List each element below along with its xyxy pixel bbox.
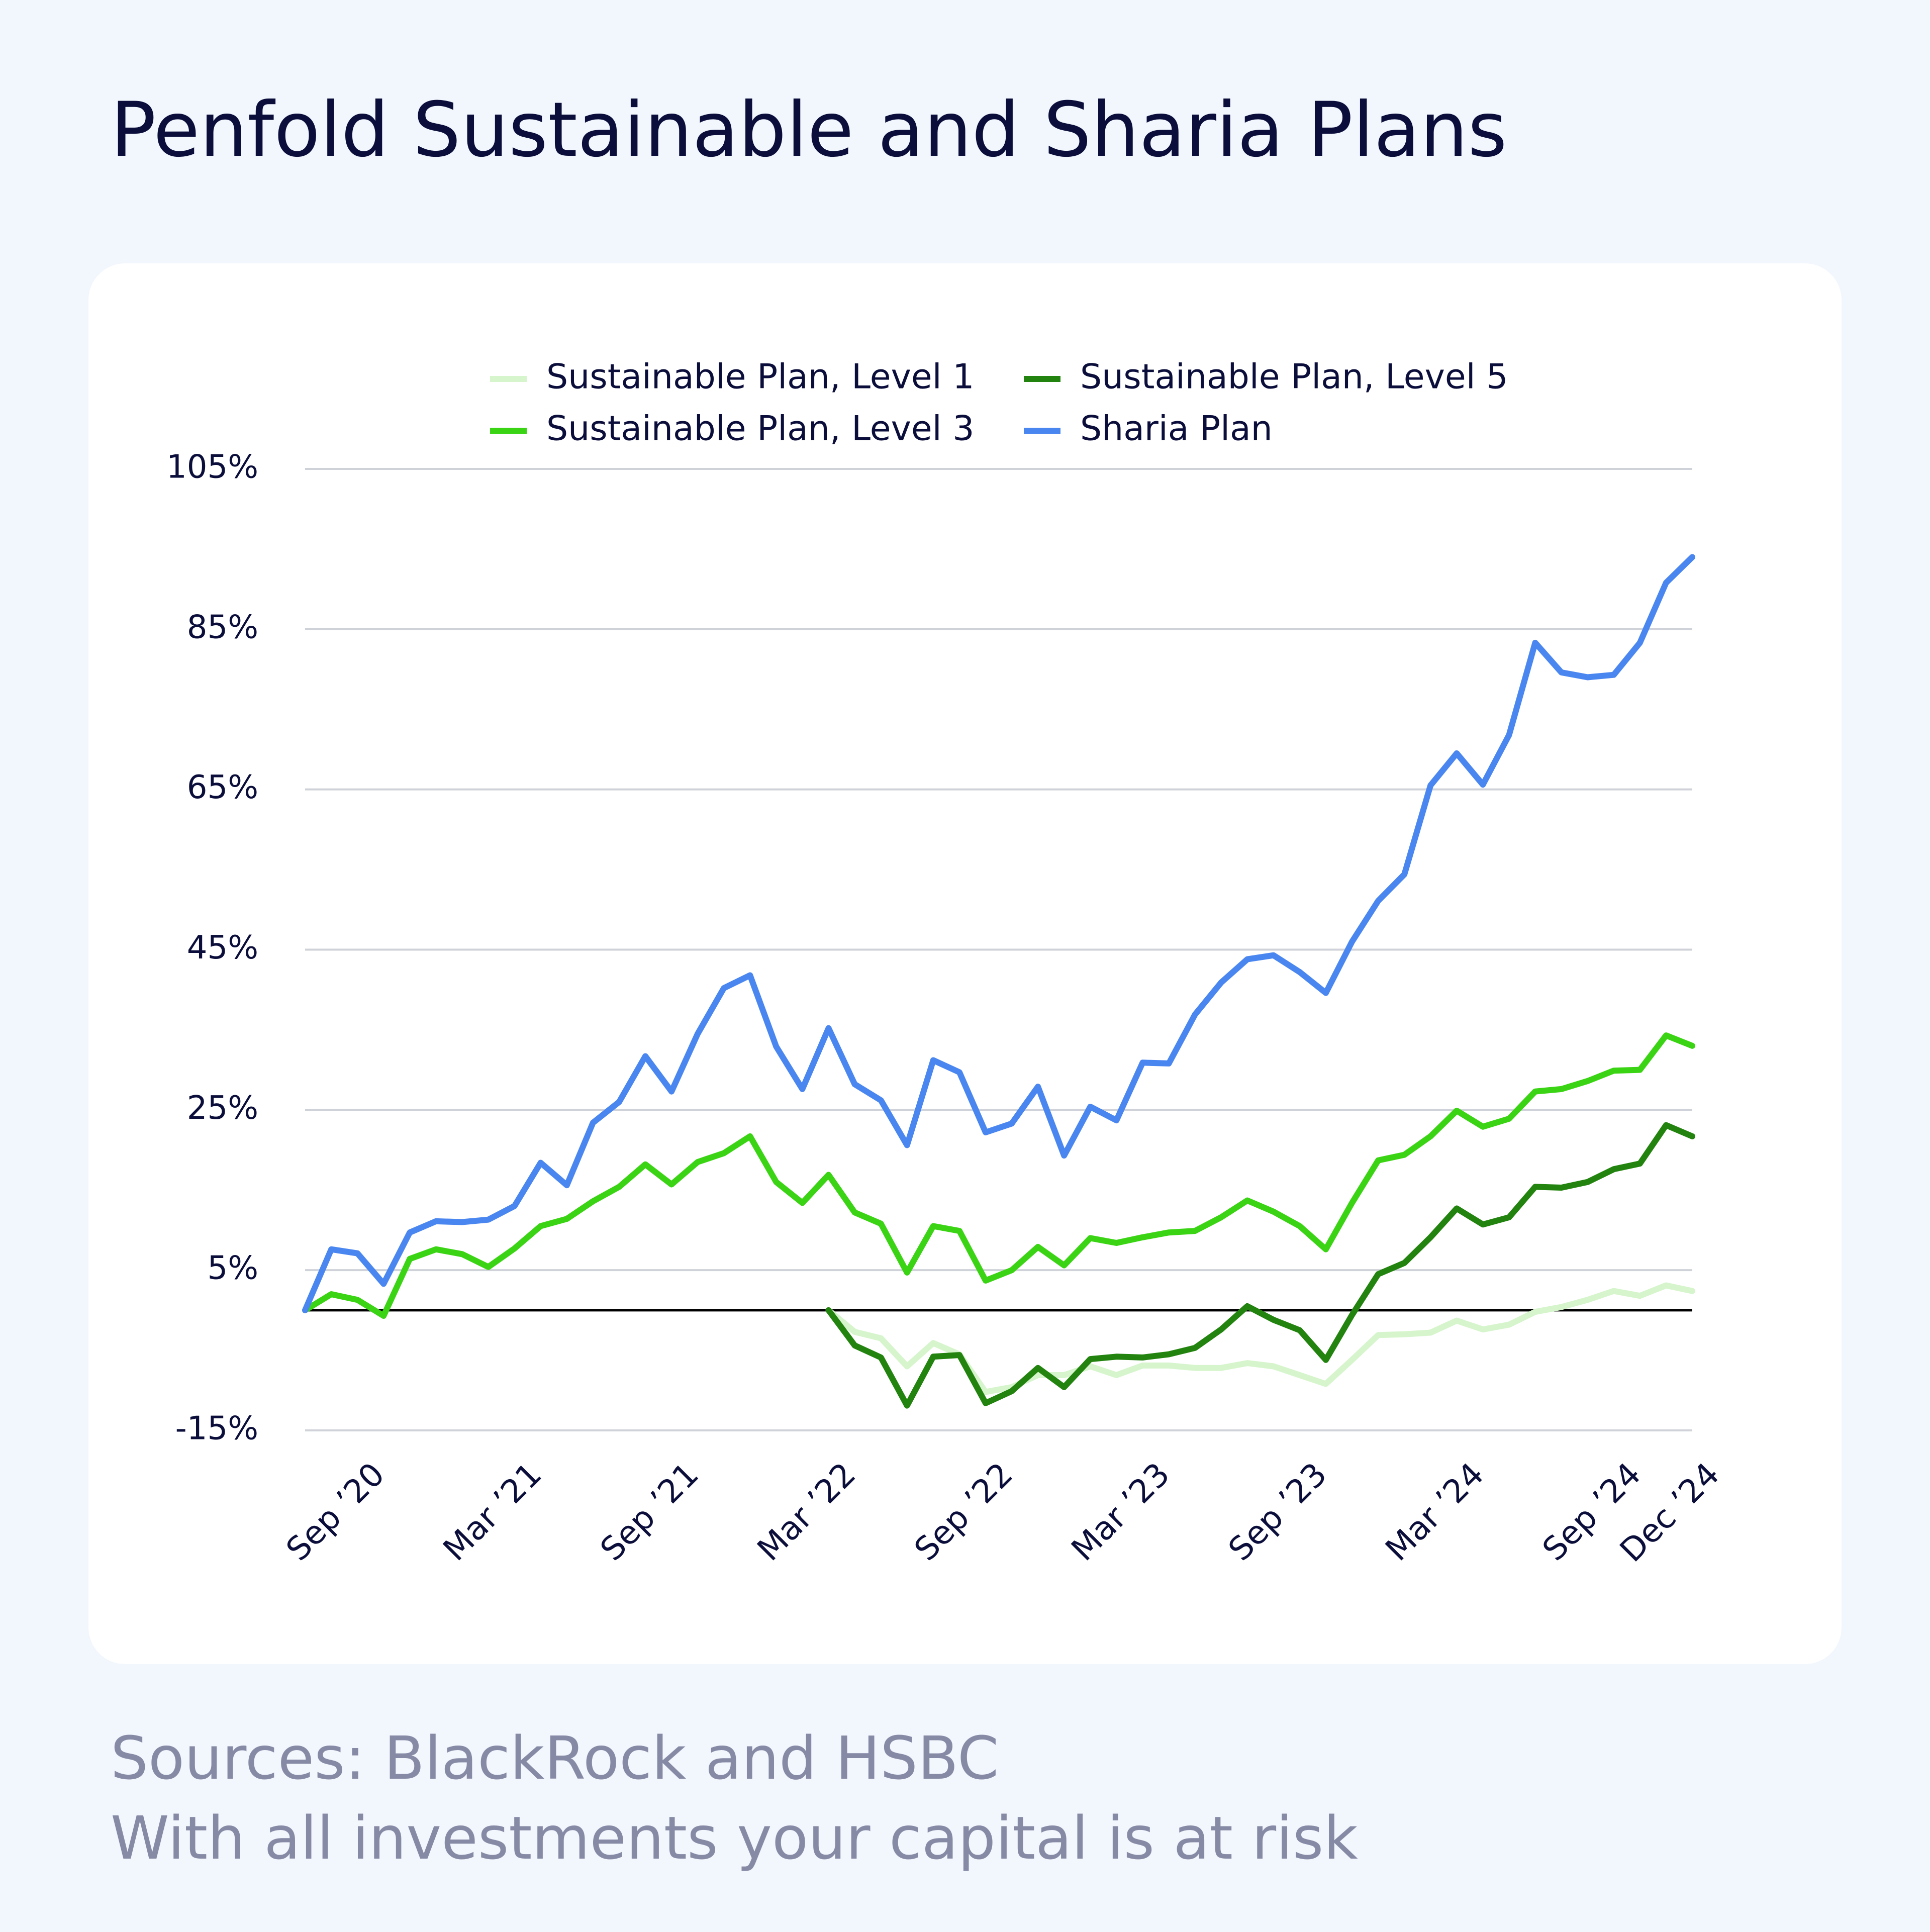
legend-label: Sustainable Plan, Level 5 xyxy=(1080,357,1508,397)
series-line xyxy=(302,1032,1695,1319)
y-tick-label: 65% xyxy=(187,769,258,806)
legend-label: Sustainable Plan, Level 1 xyxy=(546,357,974,397)
y-tick-label: 45% xyxy=(187,929,258,967)
chart-title: Penfold Sustainable and Sharia Plans xyxy=(111,86,1507,174)
series-line xyxy=(302,554,1695,1313)
series-line xyxy=(825,1122,1695,1409)
y-tick-label: 25% xyxy=(187,1090,258,1127)
footnote: Sources: BlackRock and HSBC xyxy=(111,1723,999,1793)
y-tick-label: 5% xyxy=(207,1250,258,1287)
footnote: With all investments your capital is at … xyxy=(111,1803,1358,1873)
legend-label: Sustainable Plan, Level 3 xyxy=(546,409,974,449)
chart-card xyxy=(88,263,1842,1664)
y-tick-label: 105% xyxy=(166,449,258,486)
y-tick-label: -15% xyxy=(175,1410,258,1447)
y-tick-label: 85% xyxy=(187,609,258,646)
legend-label: Sharia Plan xyxy=(1080,409,1273,449)
